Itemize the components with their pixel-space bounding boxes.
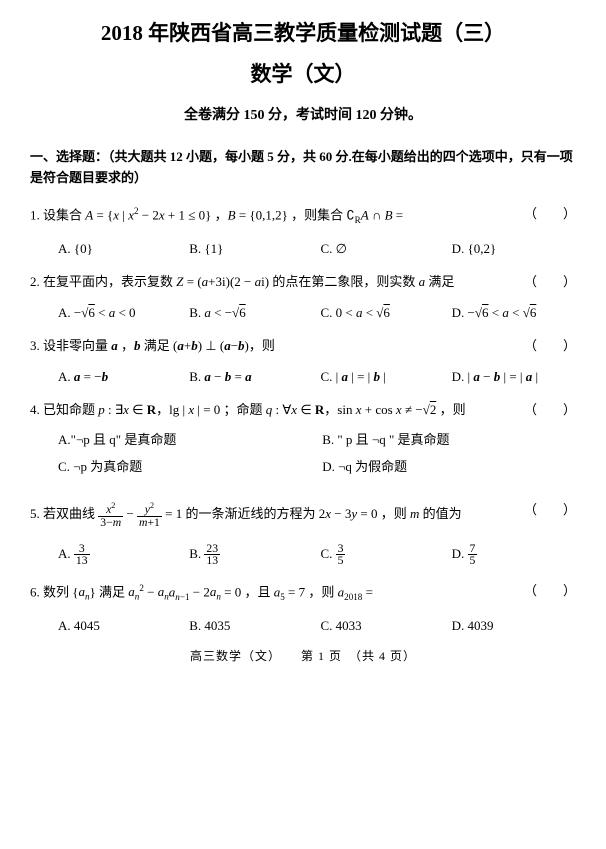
option-a: A. −√6 < a < 0 [58, 305, 182, 322]
question-5-text: 5. 若双曲线 x23−m − y2m+1 = 1 的一条渐近线的方程为 2x … [30, 502, 576, 528]
option-d: D. ¬q 为假命题 [322, 459, 576, 476]
question-1-text: 1. 设集合 A = {x | x2 − 2x + 1 ≤ 0} ，B = {0… [30, 206, 576, 227]
question-3-text: 3. 设非零向量 a ，b 满足 (a+b) ⊥ (a−b)，则 （ ） [30, 338, 576, 355]
option-c: C. 35 [320, 543, 444, 567]
question-6-options: A. 4045 B. 4035 C. 4033 D. 4039 [30, 618, 576, 635]
option-a: A. 313 [58, 543, 182, 567]
option-c: C. ∅ [320, 241, 444, 258]
question-1-options: A. {0} B. {1} C. ∅ D. {0,2} [30, 241, 576, 258]
question-6: 6. 数列 {an} 满足 an2 − anan−1 − 2an = 0 ，且 … [30, 583, 576, 635]
exam-info: 全卷满分 150 分，考试时间 120 分钟。 [30, 107, 576, 125]
question-3: 3. 设非零向量 a ，b 满足 (a+b) ⊥ (a−b)，则 （ ） A. … [30, 338, 576, 386]
section-heading: 一、选择题：（共大题共 12 小题，每小题 5 分，共 60 分.在每小题给出的… [30, 147, 576, 189]
option-a: A. 4045 [58, 618, 182, 635]
page-title: 2018 年陕西省高三教学质量检测试题（三） [30, 20, 576, 47]
question-4-text: 4. 已知命题 p : ∃x ∈ R，lg | x | = 0 ；命题 q : … [30, 402, 576, 419]
question-4: 4. 已知命题 p : ∃x ∈ R，lg | x | = 0 ；命题 q : … [30, 402, 576, 487]
question-6-text: 6. 数列 {an} 满足 an2 − anan−1 − 2an = 0 ，且 … [30, 583, 576, 604]
option-b: B. " p 且 ¬q " 是真命题 [322, 432, 576, 449]
page-subtitle: 数学（文） [30, 61, 576, 88]
question-5-options: A. 313 B. 2313 C. 35 D. 75 [30, 543, 576, 567]
option-d: D. | a − b | = | a | [452, 369, 576, 386]
q2-mid: 的点在第二象限，则实数 [272, 274, 415, 289]
question-4-options: A."¬p 且 q" 是真命题 B. " p 且 ¬q " 是真命题 C. ¬p… [30, 432, 576, 486]
option-c: C. ¬p 为真命题 [58, 459, 312, 476]
q3-tail: ，则 [249, 338, 275, 353]
option-c: C. 0 < a < √6 [320, 305, 444, 322]
paren: （ ） [524, 502, 576, 519]
option-c: C. 4033 [320, 618, 444, 635]
option-d: D. −√6 < a < √6 [452, 305, 576, 322]
option-c: C. | a | = | b | [320, 369, 444, 386]
paren: （ ） [524, 583, 576, 600]
q2-label: 2. 在复平面内，表示复数 [30, 274, 173, 289]
paren: （ ） [524, 274, 576, 291]
paren: （ ） [524, 402, 576, 419]
option-a: A."¬p 且 q" 是真命题 [58, 432, 312, 449]
option-d: D. 4039 [452, 618, 576, 635]
option-d: D. {0,2} [452, 241, 576, 258]
option-a: A. {0} [58, 241, 182, 258]
q3-label: 3. 设非零向量 [30, 338, 108, 353]
option-b: B. a < −√6 [189, 305, 313, 322]
question-2-text: 2. 在复平面内，表示复数 Z = (a+3i)(2 − ai) 的点在第二象限… [30, 274, 576, 291]
question-2-options: A. −√6 < a < 0 B. a < −√6 C. 0 < a < √6 … [30, 305, 576, 322]
option-b: B. a − b = a [189, 369, 313, 386]
option-b: B. {1} [189, 241, 313, 258]
question-2: 2. 在复平面内，表示复数 Z = (a+3i)(2 − ai) 的点在第二象限… [30, 274, 576, 322]
option-b: B. 2313 [189, 543, 313, 567]
question-1: 1. 设集合 A = {x | x2 − 2x + 1 ≤ 0} ，B = {0… [30, 206, 576, 258]
q5-tail: 的值为 [423, 506, 462, 521]
question-3-options: A. a = −b B. a − b = a C. | a | = | b | … [30, 369, 576, 386]
page-footer: 高三数学（文） 第 1 页 （共 4 页） [30, 649, 576, 665]
option-a: A. a = −b [58, 369, 182, 386]
option-d: D. 75 [452, 543, 576, 567]
question-5: 5. 若双曲线 x23−m − y2m+1 = 1 的一条渐近线的方程为 2x … [30, 502, 576, 567]
paren: （ ） [524, 206, 576, 223]
paren: （ ） [524, 338, 576, 355]
q2-tail: 满足 [428, 274, 454, 289]
option-b: B. 4035 [189, 618, 313, 635]
